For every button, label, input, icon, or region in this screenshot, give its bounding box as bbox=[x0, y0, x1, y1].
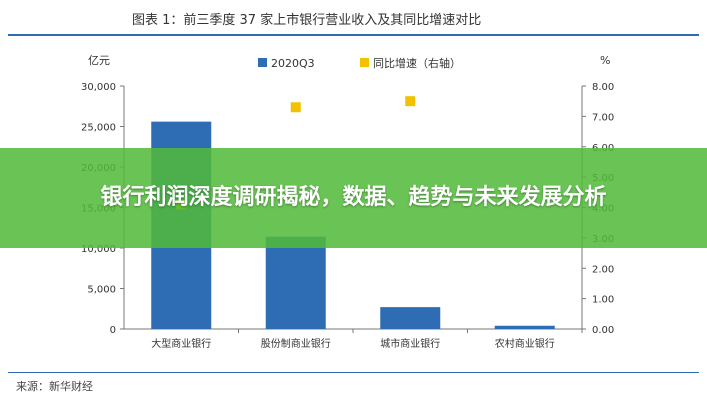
x-tick-label: 农村商业银行 bbox=[495, 337, 555, 350]
y-right-tick-label: 2.00 bbox=[592, 264, 614, 275]
growth-marker-3 bbox=[405, 96, 416, 107]
y-right-tick-label: 1.00 bbox=[592, 295, 614, 306]
headline-text: 银行利润深度调研揭秘，数据、趋势与未来发展分析 bbox=[100, 185, 607, 210]
headline-banner: 银行利润深度调研揭秘，数据、趋势与未来发展分析 bbox=[0, 148, 707, 248]
y-axis-right-label: % bbox=[600, 54, 610, 67]
legend-swatch-bar bbox=[258, 58, 267, 67]
y-right-tick-label: 7.00 bbox=[592, 112, 614, 123]
y-left-tick-label: 25,000 bbox=[81, 123, 116, 134]
y-left-tick-label: 0 bbox=[110, 325, 116, 336]
bar-2 bbox=[265, 236, 326, 329]
x-tick-label: 城市商业银行 bbox=[380, 337, 440, 350]
y-right-tick-label: 8.00 bbox=[592, 82, 614, 93]
y-left-tick-label: 5,000 bbox=[87, 285, 116, 296]
source-note: 来源：新华财经 bbox=[16, 380, 93, 393]
y-right-tick-label: 0.00 bbox=[592, 325, 614, 336]
bar-3 bbox=[380, 307, 441, 329]
figure-title: 图表 1：前三季度 37 家上市银行营业收入及其同比增速对比 bbox=[132, 13, 482, 28]
y-left-tick-label: 10,000 bbox=[81, 244, 116, 255]
growth-marker-2 bbox=[290, 102, 301, 113]
legend-swatch-marker bbox=[360, 58, 369, 67]
legend-label-bar: 2020Q3 bbox=[271, 57, 315, 70]
y-axis-left-label: 亿元 bbox=[88, 54, 110, 67]
y-left-tick-label: 30,000 bbox=[81, 82, 116, 93]
bar-4 bbox=[494, 325, 555, 329]
title-divider bbox=[8, 34, 699, 36]
legend-label-marker: 同比增速（右轴） bbox=[373, 56, 461, 70]
footer-divider bbox=[8, 372, 699, 373]
x-tick-label: 股份制商业银行 bbox=[261, 337, 331, 350]
x-tick-label: 大型商业银行 bbox=[151, 337, 211, 350]
